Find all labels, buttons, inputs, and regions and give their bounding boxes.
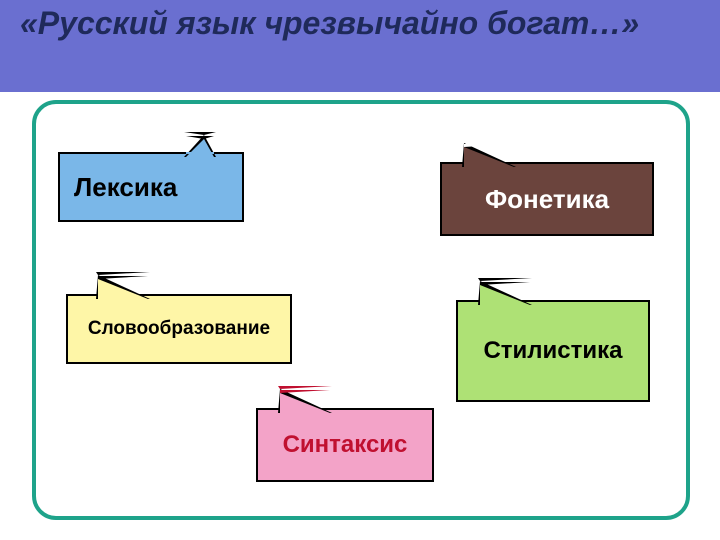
callout-tail-cover <box>464 162 494 164</box>
callout-tail-cover <box>98 294 128 296</box>
callout-sintaksis: Синтаксис <box>256 408 434 482</box>
callout-label: Синтаксис <box>283 431 408 459</box>
callout-label: Словообразование <box>88 318 270 340</box>
callout-label: Лексика <box>74 172 177 203</box>
slide-root: «Русский язык чрезвычайно богат…» Лексик… <box>0 0 720 540</box>
callout-fonetika: Фонетика <box>440 162 654 236</box>
callout-tail-cover <box>280 408 310 410</box>
callout-slovoobrazovanie: Словообразование <box>66 294 292 364</box>
callout-tail-cover <box>480 300 510 302</box>
callout-label: Стилистика <box>483 337 622 365</box>
callout-tail-cover <box>186 152 214 154</box>
callout-lexika: Лексика <box>58 152 244 222</box>
callout-label: Фонетика <box>485 184 609 215</box>
slide-title: «Русский язык чрезвычайно богат…» <box>0 0 720 92</box>
callout-stilistika: Стилистика <box>456 300 650 402</box>
